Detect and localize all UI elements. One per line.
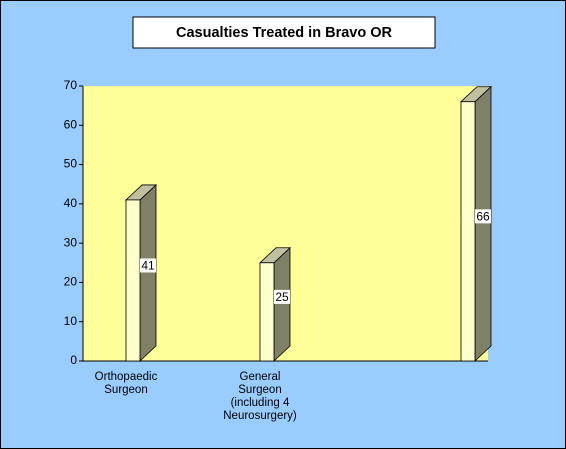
value-label-box — [274, 289, 290, 304]
y-tick-label: 0 — [70, 353, 77, 367]
y-tick-label: 20 — [64, 275, 78, 289]
bar-side — [474, 85, 492, 362]
bar-side — [139, 184, 157, 362]
y-tick-label: 60 — [64, 117, 78, 131]
chart-title: Casualties Treated in Bravo OR — [176, 25, 392, 41]
bar — [459, 85, 493, 362]
value-label-box — [475, 209, 491, 224]
y-tick-label: 10 — [64, 314, 78, 328]
bar-front — [125, 199, 141, 362]
x-tick-label: General Surgeon (including 4 Neurosurger… — [223, 371, 297, 422]
bar-front — [460, 101, 476, 362]
bar — [124, 184, 158, 362]
y-tick-label: 50 — [64, 157, 78, 171]
y-tick-label: 70 — [64, 78, 78, 92]
value-label: 66 — [476, 210, 490, 224]
value-label: 41 — [141, 259, 155, 273]
bar — [258, 246, 292, 362]
title-box — [132, 16, 436, 49]
value-label: 25 — [275, 290, 289, 304]
bar-side — [273, 246, 291, 362]
value-label-box — [140, 258, 156, 273]
x-tick-label: Orthopaedic Surgeon — [94, 371, 158, 396]
bar-front — [259, 262, 275, 362]
y-tick-label: 40 — [64, 196, 78, 210]
y-tick-label: 30 — [64, 235, 78, 249]
